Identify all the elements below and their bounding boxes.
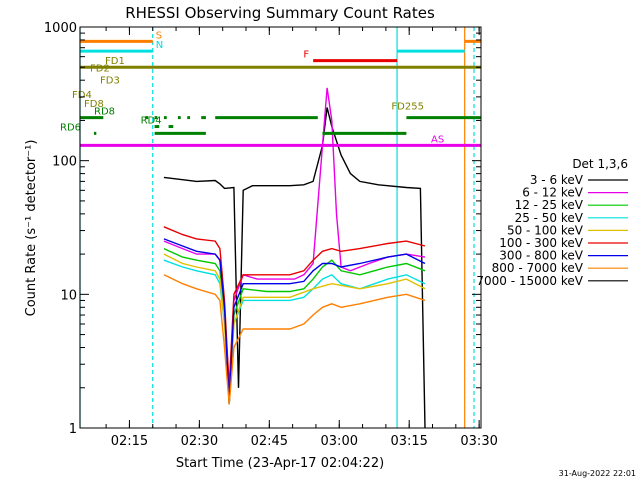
series-line [163, 274, 426, 405]
series-line [163, 238, 426, 405]
y-axis-label: Count Rate (s⁻¹ detector⁻¹) [24, 140, 39, 317]
series-line [163, 107, 426, 429]
legend-entry-label: 300 - 800 keV [499, 249, 583, 263]
status-bar-label: FD2 [90, 64, 110, 75]
status-bar-label: S [156, 30, 162, 41]
axes: 1 10 100 1000 02:15 02:30 02:45 03:00 03:15 03:30 [44, 21, 498, 449]
x-tick-label: 03:15 [390, 434, 427, 449]
x-tick-label: 02:30 [181, 434, 218, 449]
y-tick-label: 100 [52, 155, 77, 170]
status-bar-label: FD255 [391, 101, 424, 112]
series-line [163, 259, 426, 405]
x-tick-label: 03:00 [321, 434, 358, 449]
y-tick-label: 1 [69, 422, 77, 437]
series-line [163, 253, 426, 405]
status-bar-label: FD1 [105, 56, 125, 67]
legend-entry-label: 50 - 100 keV [507, 223, 584, 237]
legend-entry-label: 3 - 6 keV [530, 173, 584, 187]
status-bar-label: RD4 [141, 116, 162, 127]
status-bar-label: F [303, 50, 309, 61]
y-tick-label: 10 [60, 288, 77, 303]
series-group [163, 87, 426, 429]
legend-entry-label: 25 - 50 keV [515, 211, 584, 225]
series-line [163, 226, 426, 388]
legend-entry-label: 7000 - 15000 keV [476, 274, 583, 288]
plot-frame [79, 26, 482, 429]
x-tick-label: 02:45 [251, 434, 288, 449]
series-line [163, 247, 426, 405]
legend-entry-label: 100 - 300 keV [499, 236, 583, 250]
footer-timestamp: 31-Aug-2022 22:01 [559, 469, 636, 478]
chart-title: RHESSI Observing Summary Count Rates [125, 4, 435, 22]
status-bar-label: RD8 [94, 107, 115, 118]
legend-entry-label: 6 - 12 keV [522, 186, 584, 200]
status-bar-label: FD3 [100, 75, 120, 86]
vertical-markers [79, 27, 475, 428]
legend-title: Det 1,3,6 [572, 157, 628, 171]
status-bar-label: N [156, 40, 163, 51]
x-tick-label: 02:15 [111, 434, 148, 449]
x-tick-label: 03:30 [460, 434, 497, 449]
status-bar-label: RD6 [60, 122, 81, 133]
x-axis-label: Start Time (23-Apr-17 02:04:22) [176, 456, 384, 471]
legend-entry-label: 800 - 7000 keV [492, 261, 584, 275]
legend-entry-label: 12 - 25 keV [515, 198, 584, 212]
y-tick-label: 1000 [44, 21, 77, 36]
status-bar-label: AS [431, 134, 444, 145]
status-bar-label: FD4 [72, 90, 92, 101]
status-bar-label: FD8 [84, 99, 104, 110]
